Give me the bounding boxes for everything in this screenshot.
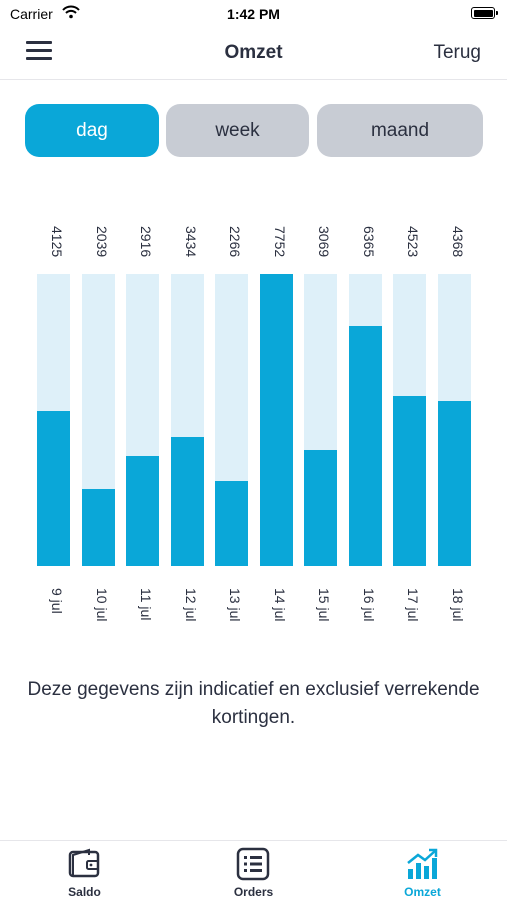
hamburger-icon[interactable] [26,41,52,61]
bar-track [126,274,159,566]
bar-date-label: 15 jul [316,588,332,622]
tab-omzet[interactable]: Omzet [338,841,507,900]
bar-value-label: 2266 [227,226,243,258]
tab-orders[interactable]: Orders [169,841,338,900]
bar-track [171,274,204,566]
bar[interactable] [82,489,115,566]
bar[interactable] [126,456,159,566]
revenue-bar-chart: 4125 9 jul 2039 10 jul 2916 11 jul 3434 12 jul 2… [0,190,507,660]
bar-date-label: 18 jul [450,588,466,622]
bar-value-label: 7752 [272,226,288,258]
segment-maand[interactable]: maand [317,104,483,157]
bar-date-label: 14 jul [272,588,288,622]
bar-track [260,274,293,566]
wallet-icon [68,848,100,878]
chart-icon [407,848,438,879]
bar[interactable] [260,274,293,566]
bar-value-label: 6365 [361,226,377,258]
tab-omzet-label: Omzet [404,885,441,899]
bar[interactable] [215,481,248,566]
list-icon [236,847,270,881]
bar-value-label: 4368 [450,226,466,258]
navigation-bar: Omzet Terug [0,28,507,80]
bar-value-label: 4125 [49,226,65,258]
bar-value-label: 3069 [316,226,332,258]
bar-track [37,274,70,566]
segment-dag[interactable]: dag [25,104,159,157]
tab-orders-label: Orders [233,885,274,899]
bar-track [304,274,337,566]
bar-date-label: 17 jul [405,588,421,622]
bar[interactable] [349,326,382,566]
bar[interactable] [171,437,204,566]
bar-date-label: 13 jul [227,588,243,622]
wifi-icon [62,5,80,19]
bar[interactable] [438,401,471,566]
bar-value-label: 2916 [138,226,154,258]
segment-week[interactable]: week [166,104,309,157]
tab-saldo[interactable]: Saldo [0,841,169,900]
bar-value-label: 2039 [94,226,110,258]
page-title: Omzet [224,42,283,63]
bar-track [349,274,382,566]
battery-icon [471,7,498,19]
bar-date-label: 12 jul [183,588,199,622]
bar-value-label: 3434 [183,226,199,258]
back-button[interactable]: Terug [433,42,481,63]
bar-value-label: 4523 [405,226,421,258]
bar-track [82,274,115,566]
bar-date-label: 11 jul [138,588,154,621]
carrier-label: Carrier [10,6,53,22]
clock-label: 1:42 PM [227,6,280,22]
bar-date-label: 16 jul [361,588,377,622]
tab-saldo-label: Saldo [68,885,101,899]
bar-date-label: 9 jul [49,588,65,614]
tab-bar: Saldo Orders Omzet [0,840,507,900]
bar-track [393,274,426,566]
status-bar: Carrier 1:42 PM [0,0,507,28]
bar-track [438,274,471,566]
disclaimer-text: Deze gegevens zijn indicatief en exclusi… [27,679,480,728]
bar-track [215,274,248,566]
bar[interactable] [37,411,70,566]
bar[interactable] [393,396,426,566]
bar-date-label: 10 jul [94,588,110,622]
bar[interactable] [304,450,337,566]
